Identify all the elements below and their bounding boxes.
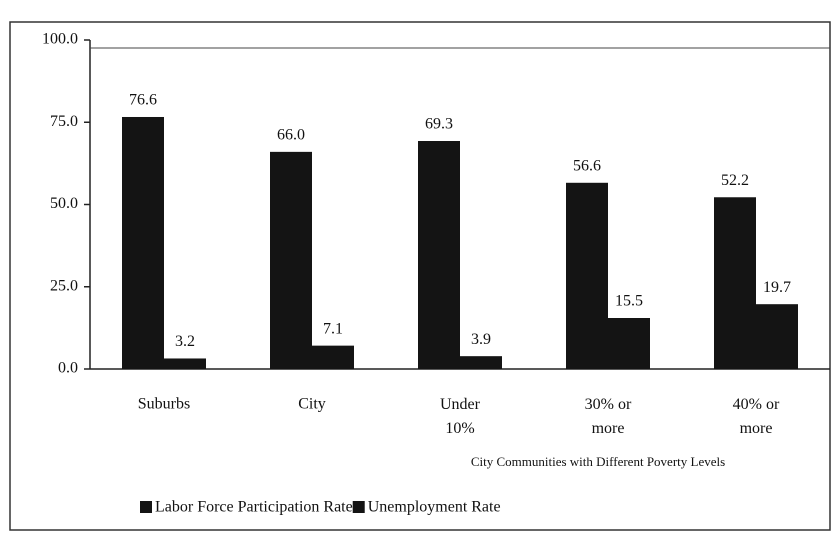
value-label: 3.2 (175, 333, 195, 350)
legend-label: Labor Force Participation Rate (155, 499, 353, 516)
y-tick-label: 25.0 (50, 277, 78, 294)
x-tick-label: City (298, 396, 326, 413)
frame (9, 21, 831, 531)
x-tick-label: Suburbs (138, 396, 190, 413)
bar (418, 141, 460, 369)
value-label: 19.7 (763, 279, 791, 296)
x-axis-label: City Communities with Different Poverty … (471, 454, 725, 469)
x-tick-label: 40% or more (733, 396, 780, 437)
bar (312, 345, 354, 369)
value-label: 69.3 (425, 116, 453, 133)
y-tick-label: 50.0 (50, 195, 78, 212)
y-tick-label: 0.0 (58, 360, 78, 377)
y-tick-label: 75.0 (50, 113, 78, 130)
legend-swatch (352, 501, 365, 513)
value-label: 3.9 (471, 331, 491, 348)
legend-swatch (140, 501, 152, 513)
bar (714, 197, 756, 369)
value-label: 15.5 (615, 293, 643, 310)
bar (460, 356, 502, 369)
bar (566, 182, 608, 369)
value-label: 66.0 (277, 127, 305, 144)
bar (608, 318, 650, 369)
x-tick-label: 30% or more (585, 396, 632, 437)
bar (270, 151, 312, 369)
x-tick-label: Under 10% (440, 396, 481, 437)
legend-label: Unemployment Rate (368, 499, 501, 516)
value-label: 7.1 (323, 320, 343, 337)
bar (164, 358, 206, 369)
bar (756, 304, 798, 369)
y-tick-label: 100.0 (42, 31, 78, 48)
bar (122, 116, 164, 370)
value-label: 52.2 (721, 172, 749, 189)
value-label: 56.6 (573, 157, 601, 174)
value-label: 76.6 (129, 92, 157, 109)
